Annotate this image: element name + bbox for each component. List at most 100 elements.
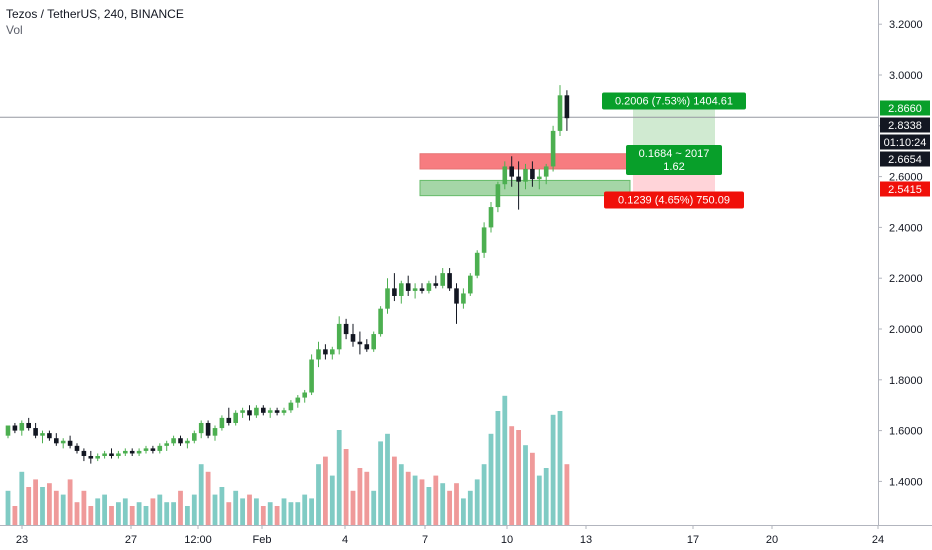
- volume-bar: [33, 479, 38, 525]
- candle: [19, 420, 25, 436]
- candle: [454, 283, 459, 324]
- price-axis-value-box: [880, 181, 930, 197]
- volume-bar: [191, 494, 197, 525]
- candle: [233, 410, 238, 426]
- volume-bar: [509, 426, 515, 525]
- candle-body: [350, 334, 356, 342]
- candle-body: [488, 207, 494, 228]
- candle-body: [419, 288, 425, 291]
- candle: [219, 415, 225, 431]
- candle: [564, 90, 570, 131]
- candle-body: [67, 440, 73, 446]
- time-tick-label: 10: [501, 534, 513, 546]
- candle-body: [530, 168, 535, 180]
- candle: [261, 405, 266, 416]
- time-tick-label: 17: [687, 534, 699, 546]
- volume-bar: [323, 456, 328, 525]
- time-tick-label: 12:00: [184, 534, 212, 546]
- candle: [150, 445, 156, 454]
- price-axis-value-box: [880, 117, 930, 133]
- candle-body: [254, 407, 259, 416]
- position-labels: 0.2006 (7.53%) 1404.610.1684 ~ 20171.620…: [602, 92, 746, 209]
- price-axis-value-box: [880, 100, 930, 116]
- entry-label-text: 1.62: [663, 161, 684, 173]
- candle-body: [129, 450, 135, 454]
- price-axis[interactable]: 3.20003.00002.80002.60002.40002.20002.00…: [878, 19, 923, 488]
- candle: [336, 316, 342, 355]
- price-tick-label: 2.0000: [889, 324, 923, 336]
- candle: [12, 422, 18, 434]
- candle-body: [171, 438, 176, 444]
- candle-body: [261, 407, 266, 413]
- price-tick-label: 1.4000: [889, 476, 923, 488]
- candle-body: [274, 410, 280, 413]
- candle-body: [426, 283, 432, 291]
- candle-body: [440, 273, 445, 286]
- volume-bar: [316, 464, 321, 525]
- time-tick-label: 20: [766, 534, 778, 546]
- candle: [357, 331, 363, 355]
- candle-body: [5, 425, 11, 436]
- candle: [516, 161, 521, 210]
- candle-body: [205, 422, 211, 436]
- time-tick-label: 7: [422, 534, 428, 546]
- price-tick-label: 1.6000: [889, 426, 923, 438]
- candle: [488, 202, 494, 233]
- candle: [129, 448, 135, 456]
- volume-bar: [564, 464, 570, 525]
- volume-bar: [357, 468, 363, 525]
- volume-bar: [288, 502, 294, 525]
- candle: [247, 405, 252, 421]
- candle-body: [537, 176, 542, 180]
- candle: [205, 420, 211, 439]
- candle: [171, 435, 176, 446]
- candle: [240, 407, 245, 418]
- time-tick-label: 23: [16, 534, 28, 546]
- candle: [254, 405, 259, 418]
- candle-body: [219, 417, 225, 429]
- volume-bar: [502, 395, 508, 525]
- volume-bar: [219, 487, 225, 525]
- candle: [26, 417, 31, 431]
- price-axis-value-text: 01:10:24: [884, 137, 927, 149]
- volume-bar: [74, 502, 80, 525]
- candle-body: [247, 410, 252, 416]
- price-axis-value-label: 2.8660: [880, 100, 930, 116]
- time-tick-label: 24: [872, 534, 884, 546]
- volume-bar: [550, 414, 556, 525]
- candle: [67, 435, 73, 449]
- candle-body: [550, 130, 556, 167]
- candle: [461, 288, 466, 309]
- price-axis-labels: 2.8660 2.8338 01:10:24 2.6654 2.5415: [880, 100, 930, 197]
- candle-body: [185, 440, 190, 444]
- volume-bar: [143, 506, 149, 525]
- time-tick-label: 4: [342, 534, 348, 546]
- candle: [54, 433, 59, 446]
- volume-bar: [178, 490, 183, 525]
- time-tick-label: 27: [125, 534, 137, 546]
- candle-body: [95, 456, 100, 459]
- volume-bar: [543, 468, 549, 525]
- volume-bar: [102, 494, 107, 525]
- candle-body: [123, 450, 128, 454]
- candle-body: [233, 412, 238, 423]
- volume-bar: [536, 475, 542, 525]
- price-axis-value-text: 2.6654: [888, 154, 922, 166]
- volume-bar: [398, 464, 404, 525]
- volume-bar: [240, 498, 245, 525]
- candle-body: [26, 422, 31, 429]
- stop-label-text: 0.1239 (4.65%) 750.09: [618, 195, 730, 207]
- candle-body: [405, 283, 411, 291]
- volume-bar: [47, 483, 52, 525]
- chart-legend: Tezos / TetherUS, 240, BINANCE Vol: [6, 6, 184, 38]
- time-axis[interactable]: 23 27 12:00 Feb 4 7 10 13 17 20 24: [16, 525, 884, 546]
- candle: [178, 435, 183, 446]
- candle-body: [461, 293, 466, 304]
- candle: [267, 407, 273, 418]
- volume-bar: [122, 498, 128, 525]
- volume-bar: [454, 483, 459, 525]
- volume-bar: [302, 494, 308, 525]
- volume-bar: [447, 490, 452, 525]
- candle-body: [474, 252, 480, 276]
